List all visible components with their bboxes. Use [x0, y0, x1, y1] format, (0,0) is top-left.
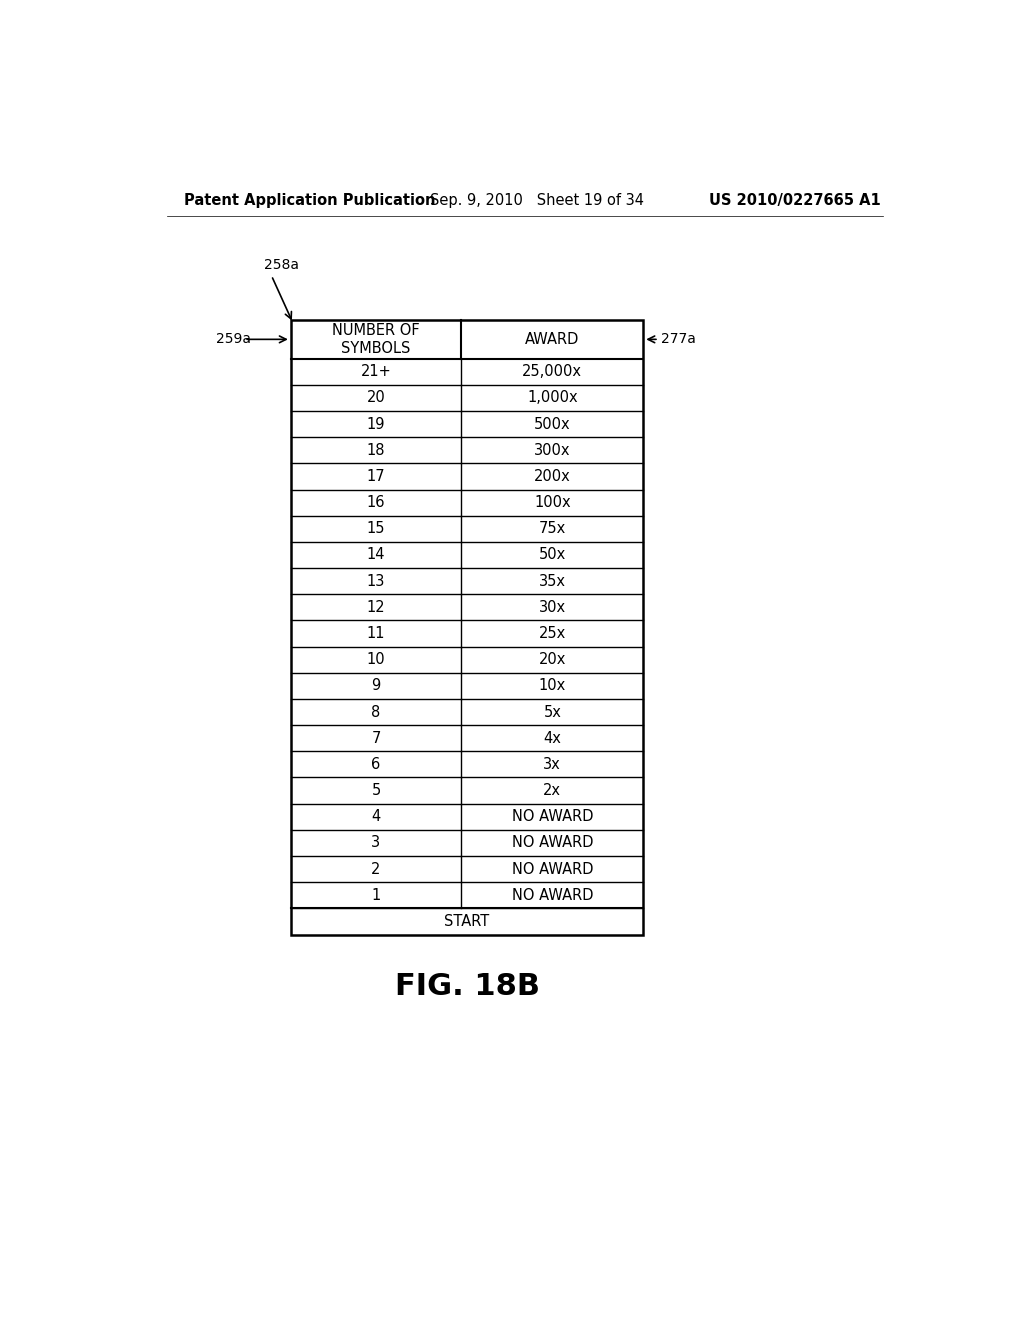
Text: 7: 7: [372, 731, 381, 746]
Text: 21+: 21+: [360, 364, 391, 379]
Text: Patent Application Publication: Patent Application Publication: [183, 193, 435, 209]
Text: 17: 17: [367, 469, 385, 484]
Text: AWARD: AWARD: [525, 331, 580, 347]
Text: 18: 18: [367, 442, 385, 458]
Text: 258a: 258a: [263, 257, 299, 272]
Text: 3: 3: [372, 836, 381, 850]
Text: NUMBER OF
SYMBOLS: NUMBER OF SYMBOLS: [332, 322, 420, 356]
Text: 4x: 4x: [544, 731, 561, 746]
Text: 20: 20: [367, 391, 385, 405]
Text: 9: 9: [372, 678, 381, 693]
Text: 30x: 30x: [539, 599, 566, 615]
Text: 1,000x: 1,000x: [527, 391, 578, 405]
Text: 5x: 5x: [544, 705, 561, 719]
Text: 25,000x: 25,000x: [522, 364, 583, 379]
Text: 13: 13: [367, 574, 385, 589]
Text: 277a: 277a: [662, 333, 696, 346]
Text: 12: 12: [367, 599, 385, 615]
Text: 1: 1: [372, 888, 381, 903]
Text: 300x: 300x: [535, 442, 570, 458]
Text: Sep. 9, 2010   Sheet 19 of 34: Sep. 9, 2010 Sheet 19 of 34: [430, 193, 644, 209]
Text: 20x: 20x: [539, 652, 566, 667]
Text: 19: 19: [367, 417, 385, 432]
Text: NO AWARD: NO AWARD: [512, 836, 593, 850]
Text: FIG. 18B: FIG. 18B: [394, 973, 540, 1002]
Text: NO AWARD: NO AWARD: [512, 888, 593, 903]
Bar: [291, 321, 643, 935]
Text: NO AWARD: NO AWARD: [512, 862, 593, 876]
Text: 3x: 3x: [544, 756, 561, 772]
Text: US 2010/0227665 A1: US 2010/0227665 A1: [710, 193, 881, 209]
Text: NO AWARD: NO AWARD: [512, 809, 593, 824]
Text: 11: 11: [367, 626, 385, 642]
Text: 200x: 200x: [534, 469, 570, 484]
Text: 259a: 259a: [216, 333, 251, 346]
Text: 15: 15: [367, 521, 385, 536]
Text: 75x: 75x: [539, 521, 566, 536]
Text: 10: 10: [367, 652, 385, 667]
Text: 2: 2: [372, 862, 381, 876]
Text: 10x: 10x: [539, 678, 566, 693]
Text: 2x: 2x: [544, 783, 561, 799]
Text: 8: 8: [372, 705, 381, 719]
Text: 50x: 50x: [539, 548, 566, 562]
Text: 100x: 100x: [534, 495, 570, 510]
Text: 16: 16: [367, 495, 385, 510]
Text: START: START: [444, 913, 489, 929]
Text: 25x: 25x: [539, 626, 566, 642]
Text: 35x: 35x: [539, 574, 566, 589]
Text: 500x: 500x: [534, 417, 570, 432]
Text: 5: 5: [372, 783, 381, 799]
Text: 14: 14: [367, 548, 385, 562]
Text: 4: 4: [372, 809, 381, 824]
Text: 6: 6: [372, 756, 381, 772]
